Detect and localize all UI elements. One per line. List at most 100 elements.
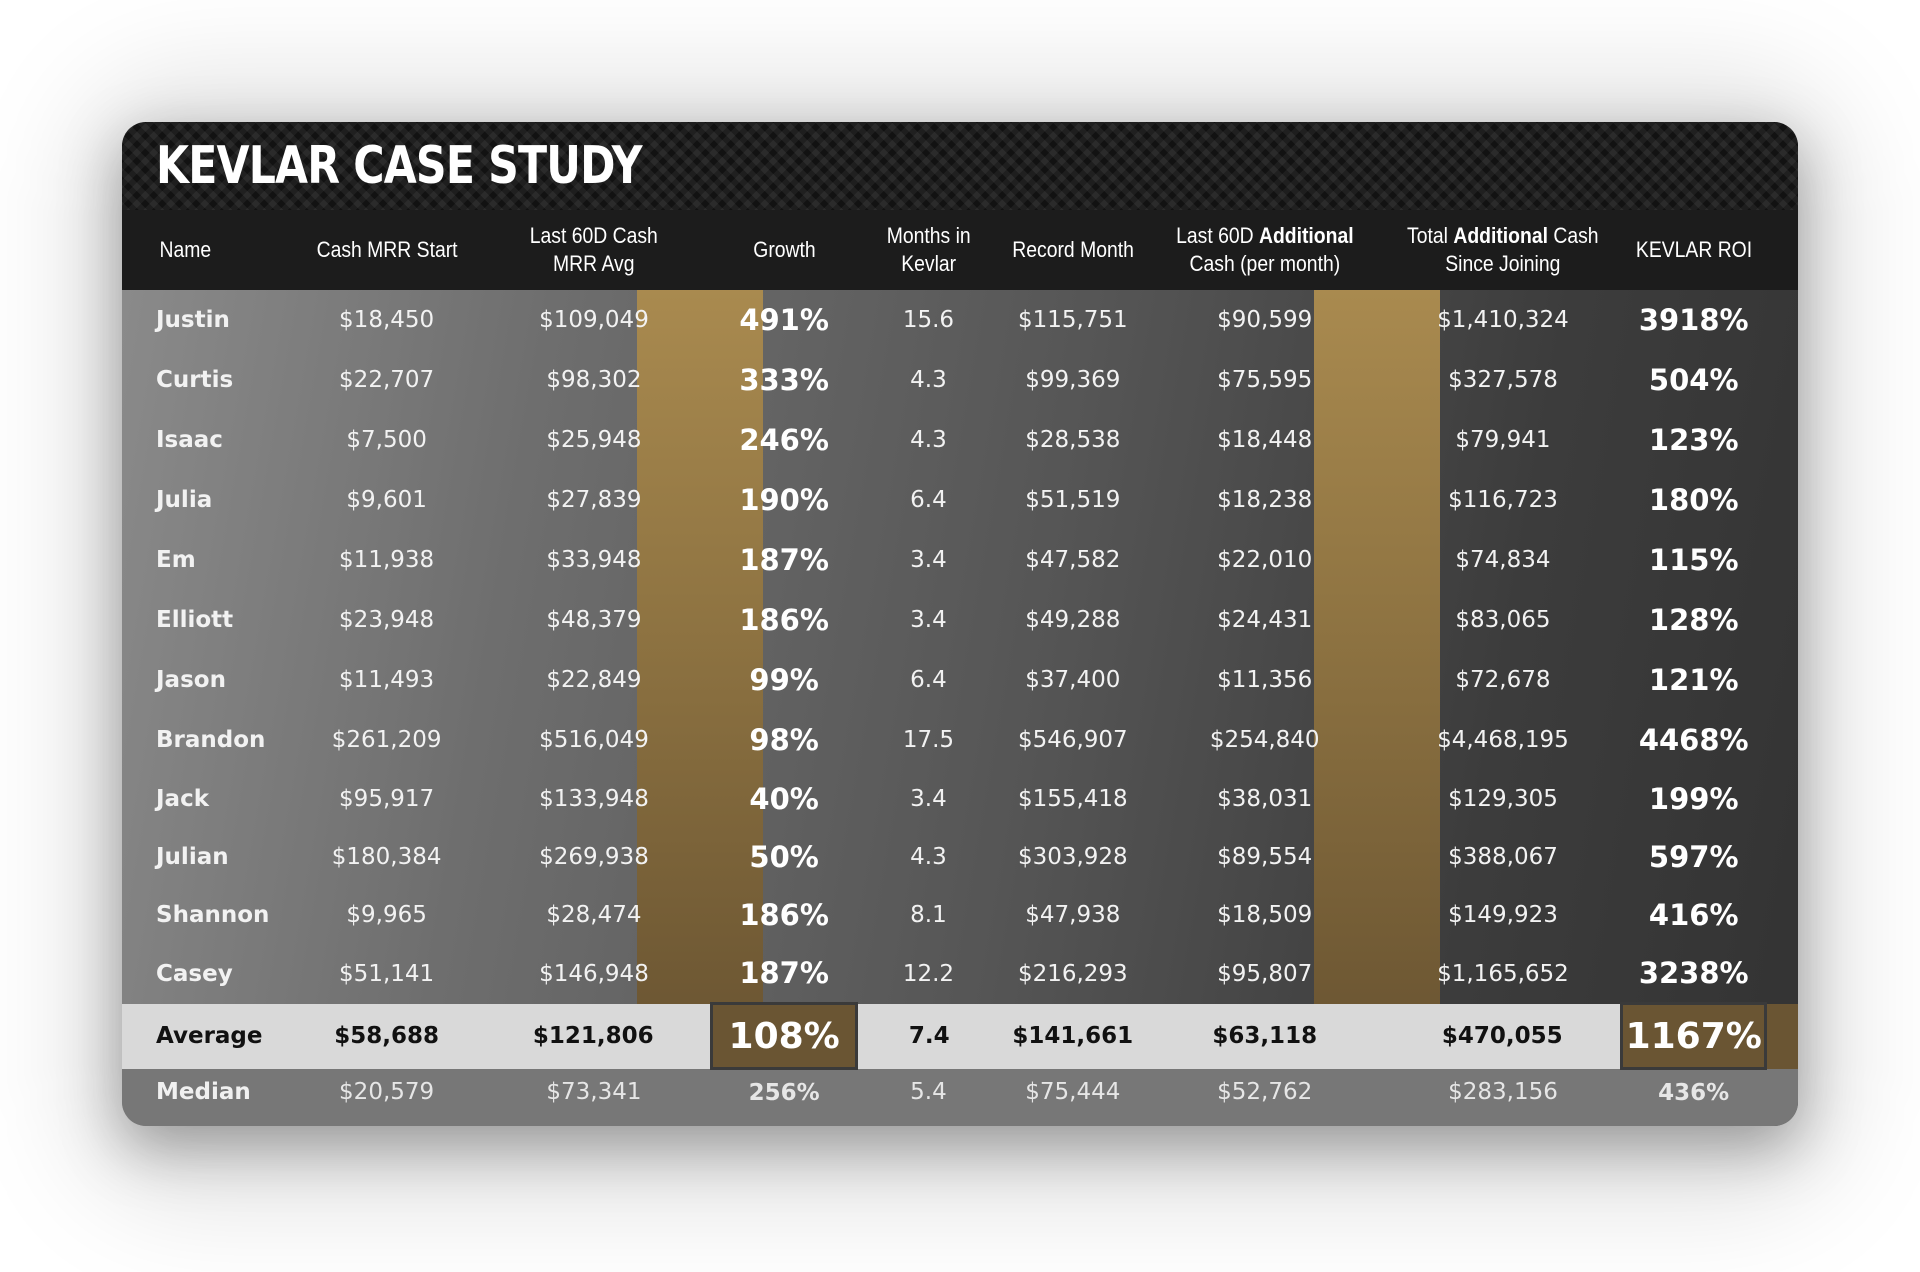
median-cash-mrr-start-cell: $20,579 [297,1068,476,1126]
header-name-label: Name [159,237,212,262]
last60-avg-cell: $22,849 [546,667,642,693]
months-cell: 4.3 [910,367,947,393]
roi-cell: 128% [1648,603,1739,637]
average-last60-additional-cell: $63,118 [1144,1003,1385,1069]
total-additional-cell: $74,834 [1455,547,1551,573]
growth-cell: 246% [739,423,829,457]
record-month-cell: $47,938 [1025,902,1121,928]
total-additional-cell: $388,067 [1448,844,1558,870]
header-last60-add-bold: Additional [1258,223,1354,248]
header-total-add-post: Cash [1548,223,1599,248]
roi-cell: 3918% [1638,303,1749,337]
row-edge [1766,350,1798,410]
growth-cell: 187% [739,956,829,990]
months-cell: 3.4 [910,786,947,812]
case-study-card: KEVLAR CASE STUDY Name Cash MRR St [122,122,1798,1126]
growth-cell: 40% [749,782,819,816]
row-edge [1766,410,1798,470]
last60-additional-cell: $18,448 [1217,427,1313,453]
cash-mrr-start-cell: $11,493 [339,667,435,693]
last60-additional-cell: $22,010 [1217,547,1313,573]
last60-avg-cell: $133,948 [539,786,649,812]
total-additional-cell: $83,065 [1455,607,1551,633]
record-month-cell: $115,751 [1017,307,1128,333]
last60-avg-cell: $98,302 [546,367,642,393]
average-growth-cell: 108% [710,1002,858,1070]
months-cell: 3.4 [910,547,947,573]
record-month-cell: $37,400 [1025,667,1121,693]
roi-cell: 4468% [1638,723,1749,757]
header-total-additional-cash: Total Additional Cash Since Joining [1384,210,1621,290]
cash-mrr-start-cell: $9,601 [346,487,427,513]
header-months-in-kevlar: Months in Kevlar [856,210,1000,290]
median-total-additional-cell: $283,156 [1384,1068,1622,1126]
name-cell: Em [156,547,196,573]
total-additional-cell: $149,923 [1448,902,1558,928]
average-roi-cell: 1167% [1620,1002,1768,1070]
name-cell: Elliott [156,607,234,633]
growth-cell: 333% [739,363,829,397]
record-month-cell: $47,582 [1025,547,1121,573]
header-record-month-label: Record Month [1012,237,1134,262]
roi-cell: 123% [1648,423,1739,457]
record-month-cell: $216,293 [1017,960,1128,987]
average-last60-avg-cell: $121,806 [475,1003,712,1069]
months-cell: 12.2 [902,960,955,987]
last60-avg-cell: $27,839 [546,487,642,513]
total-additional-cell: $79,941 [1455,427,1551,453]
total-additional-cell: $1,165,652 [1437,960,1569,987]
cash-mrr-start-cell: $9,965 [346,902,427,928]
last60-additional-cell: $18,509 [1217,902,1313,928]
name-cell: Julia [156,487,213,513]
total-additional-cell: $116,723 [1448,487,1558,513]
header-last60-add-pre: Last 60D [1175,223,1259,248]
average-edge [1765,1003,1798,1069]
name-cell: Shannon [156,902,270,928]
growth-cell: 187% [739,543,829,577]
row-edge [1766,944,1798,1004]
header-last60-avg-line1: Last 60D Cash [529,223,658,248]
header-row: Name Cash MRR Start Last 60D Cash MRR Avg… [122,210,1798,290]
name-cell: Jack [156,786,210,812]
median-edge [1765,1068,1798,1126]
table-body: Justin $18,450 $109,049 491% 15.6 $115,751 $90… [122,290,1798,1126]
header-months-line2: Kevlar [901,251,956,276]
header-record-month: Record Month [1001,210,1145,290]
total-additional-cell: $129,305 [1448,786,1558,812]
name-cell: Casey [156,960,233,987]
record-month-cell: $51,519 [1025,487,1121,513]
last60-avg-cell: $48,379 [546,607,642,633]
case-study-table: Name Cash MRR Start Last 60D Cash MRR Avg… [122,210,1798,1126]
roi-cell: 180% [1648,483,1739,517]
total-additional-cell: $4,468,195 [1437,727,1569,753]
last60-additional-cell: $38,031 [1217,786,1313,812]
name-cell: Brandon [156,727,266,753]
header-growth: Growth [712,210,856,290]
header-last60-add-line2: Cash (per month) [1189,251,1341,276]
median-roi-cell: 436% [1621,1068,1766,1126]
roi-cell: 3238% [1638,956,1749,990]
header-months-line1: Months in [886,223,971,248]
average-name-cell: Average [122,1003,298,1069]
average-record-month-cell: $141,661 [1000,1003,1145,1069]
last60-additional-cell: $18,238 [1217,487,1313,513]
header-total-add-pre: Total [1407,223,1454,248]
row-edge [1766,470,1798,530]
table-row: Julia $9,601 $27,839 190% 6.4 $51,519 $18,238 $… [122,470,1798,530]
months-cell: 6.4 [910,487,947,513]
growth-cell: 186% [739,898,829,932]
months-cell: 15.6 [902,307,955,333]
total-additional-cell: $72,678 [1455,667,1551,693]
median-row: Median $20,579 $73,341 256% 5.4 $75,444 $52,76… [122,1068,1798,1126]
header-roi-label: KEVLAR ROI [1635,237,1752,262]
row-edge [1766,828,1798,886]
header-total-add-bold: Additional [1453,223,1549,248]
name-cell: Curtis [156,367,234,393]
median-record-month-cell: $75,444 [1000,1068,1145,1126]
header-name: Name [122,210,297,290]
months-cell: 4.3 [910,427,947,453]
months-cell: 8.1 [910,902,947,928]
header-cash-mrr-start: Cash MRR Start [297,210,476,290]
roi-cell: 597% [1648,840,1739,874]
name-cell: Jason [156,667,226,693]
